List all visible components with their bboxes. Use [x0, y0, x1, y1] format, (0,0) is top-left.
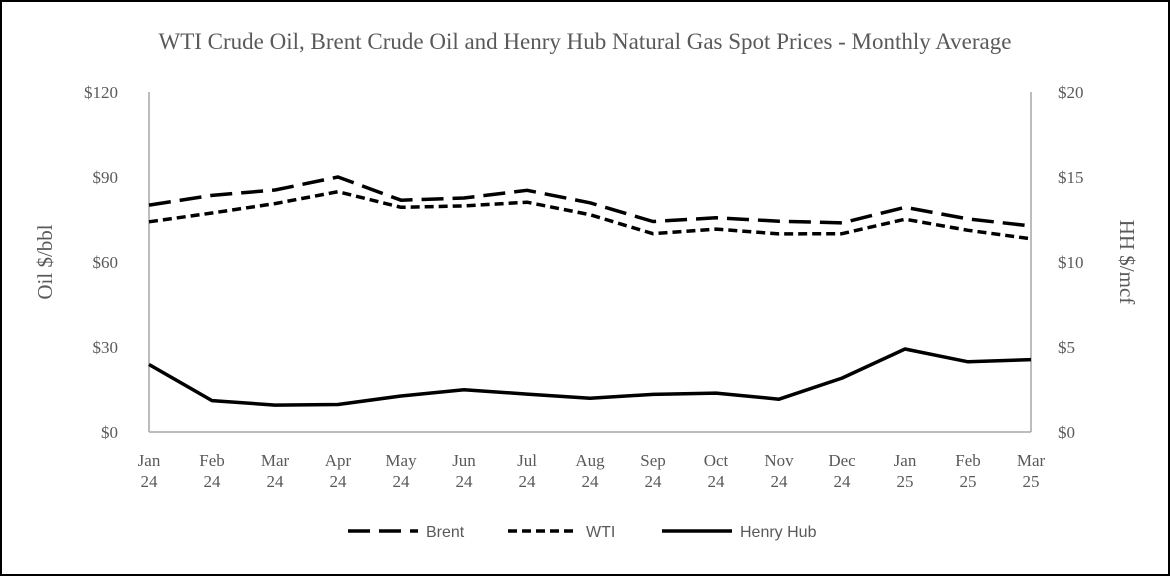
- x-tick-year: 25: [960, 472, 977, 491]
- x-tick-month: Apr: [325, 451, 352, 470]
- x-tick-month: Mar: [1017, 451, 1046, 470]
- series-line-henry-hub: [148, 347, 1032, 407]
- y-left-tick-label: $120: [84, 83, 118, 102]
- y-axis-right-ticks: $20 $15 $10 $5 $0: [1058, 83, 1084, 442]
- x-tick-month: Jan: [894, 451, 917, 470]
- x-tick-year: 24: [204, 472, 222, 491]
- chart-title: WTI Crude Oil, Brent Crude Oil and Henry…: [159, 29, 1012, 54]
- x-tick-month: May: [385, 451, 417, 470]
- x-tick-month: Dec: [828, 451, 856, 470]
- x-tick-year: 24: [771, 472, 789, 491]
- x-tick-year: 24: [519, 472, 537, 491]
- y-right-tick-label: $10: [1058, 253, 1084, 272]
- x-tick-month: Feb: [955, 451, 981, 470]
- legend-label-henry-hub: Henry Hub: [740, 524, 817, 541]
- x-tick-year: 24: [141, 472, 159, 491]
- series-line-wti: [148, 189, 1032, 241]
- x-tick-month: Jun: [452, 451, 476, 470]
- x-tick-month: Jan: [138, 451, 161, 470]
- x-tick-year: 24: [645, 472, 663, 491]
- x-tick-year: 24: [393, 472, 411, 491]
- x-tick-year: 24: [708, 472, 726, 491]
- y-left-tick-label: $60: [93, 253, 119, 272]
- legend: Brent WTI Henry Hub: [348, 524, 817, 541]
- x-tick-month: Nov: [764, 451, 794, 470]
- x-tick-year: 25: [1023, 472, 1040, 491]
- x-tick-year: 24: [834, 472, 852, 491]
- y-left-tick-label: $30: [93, 338, 119, 357]
- series-lines: [148, 175, 1032, 407]
- x-tick-month: Oct: [704, 451, 729, 470]
- x-tick-year: 24: [582, 472, 600, 491]
- y-right-tick-label: $0: [1058, 423, 1075, 442]
- x-axis-ticks: Jan 24 Feb 24 Mar 24 Apr 24 May 24 Jun 24 Jul 24 Aug 24…: [138, 451, 1046, 491]
- x-tick-month: Sep: [640, 451, 666, 470]
- y-right-tick-label: $5: [1058, 338, 1075, 357]
- x-tick-month: Feb: [199, 451, 225, 470]
- series-line-brent: [148, 175, 1032, 228]
- y-left-tick-label: $0: [101, 423, 118, 442]
- y-axis-left-ticks: $120 $90 $60 $30 $0: [84, 83, 118, 442]
- x-tick-year: 24: [330, 472, 348, 491]
- legend-label-brent: Brent: [426, 524, 465, 541]
- y-left-tick-label: $90: [93, 168, 119, 187]
- x-tick-month: Aug: [575, 451, 605, 470]
- y-right-tick-label: $15: [1058, 168, 1084, 187]
- y-axis-left-title: Oil $/bbl: [33, 224, 57, 299]
- x-tick-month: Jul: [517, 451, 537, 470]
- x-tick-year: 24: [267, 472, 285, 491]
- y-axis-right-title: HH $/mcf: [1115, 220, 1139, 305]
- x-tick-year: 25: [897, 472, 914, 491]
- x-tick-month: Mar: [261, 451, 290, 470]
- x-tick-year: 24: [456, 472, 474, 491]
- legend-label-wti: WTI: [586, 524, 615, 541]
- y-right-tick-label: $20: [1058, 83, 1084, 102]
